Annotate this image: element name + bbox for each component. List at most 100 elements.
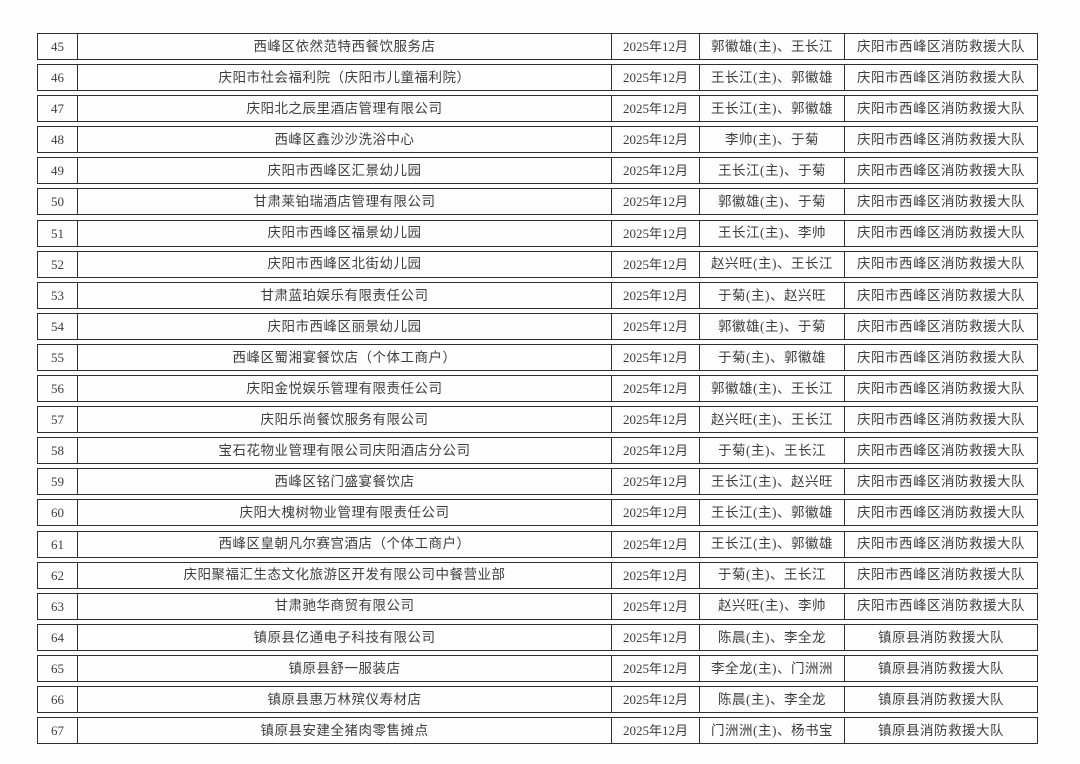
unit-name-cell: 镇原县惠万林殡仪寿材店 — [77, 686, 611, 712]
brigade-cell: 庆阳市西峰区消防救援大队 — [844, 282, 1037, 308]
inspectors-cell: 陈晨(主)、李全龙 — [699, 624, 844, 650]
unit-name-cell: 西峰区依然范特西餐饮服务店 — [77, 34, 611, 59]
table-row: 55 西峰区蜀湘宴餐饮店（个体工商户） 2025年12月 于菊(主)、郭徽雄 庆阳市西峰… — [37, 343, 1038, 371]
table-row: 53 甘肃蓝珀娱乐有限责任公司 2025年12月 于菊(主)、赵兴旺 庆阳市西峰区消防救… — [37, 281, 1038, 309]
row-number-cell: 63 — [51, 598, 64, 614]
unit-name-cell: 镇原县亿通电子科技有限公司 — [77, 624, 611, 650]
unit-name-cell: 甘肃驰华商贸有限公司 — [77, 593, 611, 619]
inspectors-cell: 于菊(主)、王长江 — [699, 438, 844, 464]
inspection-date-cell: 2025年12月 — [611, 344, 699, 370]
row-number-cell: 62 — [51, 567, 64, 583]
table-row: 50 甘肃莱铂瑞酒店管理有限公司 2025年12月 郭徽雄(主)、于菊 庆阳市西峰区消防… — [37, 188, 1038, 216]
table-row: 62 庆阳聚福汇生态文化旅游区开发有限公司中餐营业部 2025年12月 于菊(主)、王… — [37, 561, 1038, 589]
inspection-date-cell: 2025年12月 — [611, 251, 699, 277]
row-number-cell: 47 — [51, 101, 64, 117]
inspectors-cell: 王长江(主)、郭徽雄 — [699, 96, 844, 122]
table-row: 60 庆阳大槐树物业管理有限责任公司 2025年12月 王长江(主)、郭徽雄 庆阳市西峰… — [37, 499, 1038, 527]
table-row: 54 庆阳市西峰区丽景幼儿园 2025年12月 郭徽雄(主)、于菊 庆阳市西峰区消防救援… — [37, 312, 1038, 340]
inspection-date-cell: 2025年12月 — [611, 376, 699, 402]
table-row: 64 镇原县亿通电子科技有限公司 2025年12月 陈晨(主)、李全龙 镇原县消防救援大… — [37, 623, 1038, 651]
row-number-cell: 50 — [51, 194, 64, 210]
brigade-cell: 庆阳市西峰区消防救援大队 — [844, 376, 1037, 402]
inspection-date-cell: 2025年12月 — [611, 500, 699, 526]
brigade-cell: 庆阳市西峰区消防救援大队 — [844, 189, 1037, 215]
inspection-date-cell: 2025年12月 — [611, 438, 699, 464]
inspectors-cell: 赵兴旺(主)、李帅 — [699, 593, 844, 619]
unit-name-cell: 镇原县安建全猪肉零售摊点 — [77, 718, 611, 744]
table-row: 63 甘肃驰华商贸有限公司 2025年12月 赵兴旺(主)、李帅 庆阳市西峰区消防救援大… — [37, 592, 1038, 620]
row-number-cell: 67 — [51, 723, 64, 739]
inspection-date-cell: 2025年12月 — [611, 34, 699, 59]
brigade-cell: 庆阳市西峰区消防救援大队 — [844, 438, 1037, 464]
brigade-cell: 庆阳市西峰区消防救援大队 — [844, 531, 1037, 557]
brigade-cell: 庆阳市西峰区消防救援大队 — [844, 562, 1037, 588]
table-row: 51 庆阳市西峰区福景幼儿园 2025年12月 王长江(主)、李帅 庆阳市西峰区消防救援… — [37, 219, 1038, 247]
row-number-cell: 60 — [51, 505, 64, 521]
table-row: 65 镇原县舒一服装店 2025年12月 李全龙(主)、门洲洲 镇原县消防救援大队 — [37, 654, 1038, 682]
unit-name-cell: 西峰区蜀湘宴餐饮店（个体工商户） — [77, 344, 611, 370]
row-number-cell: 58 — [51, 443, 64, 459]
inspection-date-cell: 2025年12月 — [611, 531, 699, 557]
unit-name-cell: 西峰区鑫沙沙洗浴中心 — [77, 127, 611, 153]
inspectors-cell: 李帅(主)、于菊 — [699, 127, 844, 153]
brigade-cell: 镇原县消防救援大队 — [844, 686, 1037, 712]
unit-name-cell: 镇原县舒一服装店 — [77, 655, 611, 681]
row-number-cell: 59 — [51, 474, 64, 490]
inspection-table: 45 西峰区依然范特西餐饮服务店 2025年12月 郭徽雄(主)、王长江 庆阳市西峰区消… — [37, 33, 1038, 745]
row-number-cell: 48 — [51, 132, 64, 148]
unit-name-cell: 甘肃蓝珀娱乐有限责任公司 — [77, 282, 611, 308]
row-number-cell: 46 — [51, 70, 64, 86]
inspection-date-cell: 2025年12月 — [611, 313, 699, 339]
brigade-cell: 庆阳市西峰区消防救援大队 — [844, 469, 1037, 495]
table-row: 57 庆阳乐尚餐饮服务有限公司 2025年12月 赵兴旺(主)、王长江 庆阳市西峰区消防… — [37, 406, 1038, 434]
table-row: 61 西峰区皇朝凡尔赛宫酒店（个体工商户） 2025年12月 王长江(主)、郭徽雄 庆阳… — [37, 530, 1038, 558]
brigade-cell: 庆阳市西峰区消防救援大队 — [844, 34, 1037, 59]
brigade-cell: 庆阳市西峰区消防救援大队 — [844, 251, 1037, 277]
row-number-cell: 65 — [51, 660, 64, 676]
unit-name-cell: 庆阳市西峰区北街幼儿园 — [77, 251, 611, 277]
inspection-date-cell: 2025年12月 — [611, 189, 699, 215]
unit-name-cell: 甘肃莱铂瑞酒店管理有限公司 — [77, 189, 611, 215]
inspectors-cell: 郭徽雄(主)、于菊 — [699, 313, 844, 339]
inspection-date-cell: 2025年12月 — [611, 127, 699, 153]
inspectors-cell: 李全龙(主)、门洲洲 — [699, 655, 844, 681]
inspectors-cell: 陈晨(主)、李全龙 — [699, 686, 844, 712]
inspectors-cell: 王长江(主)、赵兴旺 — [699, 469, 844, 495]
table-row: 48 西峰区鑫沙沙洗浴中心 2025年12月 李帅(主)、于菊 庆阳市西峰区消防救援大队 — [37, 126, 1038, 154]
inspection-date-cell: 2025年12月 — [611, 220, 699, 246]
inspection-date-cell: 2025年12月 — [611, 469, 699, 495]
brigade-cell: 庆阳市西峰区消防救援大队 — [844, 96, 1037, 122]
inspection-date-cell: 2025年12月 — [611, 624, 699, 650]
table-row: 47 庆阳北之辰里酒店管理有限公司 2025年12月 王长江(主)、郭徽雄 庆阳市西峰区… — [37, 95, 1038, 123]
inspection-date-cell: 2025年12月 — [611, 282, 699, 308]
inspectors-cell: 王长江(主)、李帅 — [699, 220, 844, 246]
brigade-cell: 庆阳市西峰区消防救援大队 — [844, 407, 1037, 433]
unit-name-cell: 庆阳乐尚餐饮服务有限公司 — [77, 407, 611, 433]
inspection-date-cell: 2025年12月 — [611, 718, 699, 744]
inspection-date-cell: 2025年12月 — [611, 593, 699, 619]
inspectors-cell: 郭徽雄(主)、王长江 — [699, 34, 844, 59]
inspection-date-cell: 2025年12月 — [611, 65, 699, 91]
inspectors-cell: 于菊(主)、王长江 — [699, 562, 844, 588]
table-row: 45 西峰区依然范特西餐饮服务店 2025年12月 郭徽雄(主)、王长江 庆阳市西峰区消… — [37, 33, 1038, 60]
inspection-date-cell: 2025年12月 — [611, 562, 699, 588]
brigade-cell: 庆阳市西峰区消防救援大队 — [844, 313, 1037, 339]
inspection-date-cell: 2025年12月 — [611, 686, 699, 712]
brigade-cell: 庆阳市西峰区消防救援大队 — [844, 220, 1037, 246]
table-row: 66 镇原县惠万林殡仪寿材店 2025年12月 陈晨(主)、李全龙 镇原县消防救援大队 — [37, 685, 1038, 713]
unit-name-cell: 庆阳市西峰区丽景幼儿园 — [77, 313, 611, 339]
inspectors-cell: 王长江(主)、郭徽雄 — [699, 500, 844, 526]
inspectors-cell: 郭徽雄(主)、王长江 — [699, 376, 844, 402]
brigade-cell: 镇原县消防救援大队 — [844, 624, 1037, 650]
inspection-date-cell: 2025年12月 — [611, 655, 699, 681]
unit-name-cell: 庆阳市西峰区福景幼儿园 — [77, 220, 611, 246]
unit-name-cell: 庆阳聚福汇生态文化旅游区开发有限公司中餐营业部 — [77, 562, 611, 588]
inspectors-cell: 赵兴旺(主)、王长江 — [699, 251, 844, 277]
inspection-date-cell: 2025年12月 — [611, 158, 699, 184]
table-row: 52 庆阳市西峰区北街幼儿园 2025年12月 赵兴旺(主)、王长江 庆阳市西峰区消防救… — [37, 250, 1038, 278]
table-row: 46 庆阳市社会福利院（庆阳市儿童福利院） 2025年12月 王长江(主)、郭徽雄 庆阳… — [37, 64, 1038, 92]
inspection-date-cell: 2025年12月 — [611, 407, 699, 433]
inspection-date-cell: 2025年12月 — [611, 96, 699, 122]
unit-name-cell: 庆阳北之辰里酒店管理有限公司 — [77, 96, 611, 122]
